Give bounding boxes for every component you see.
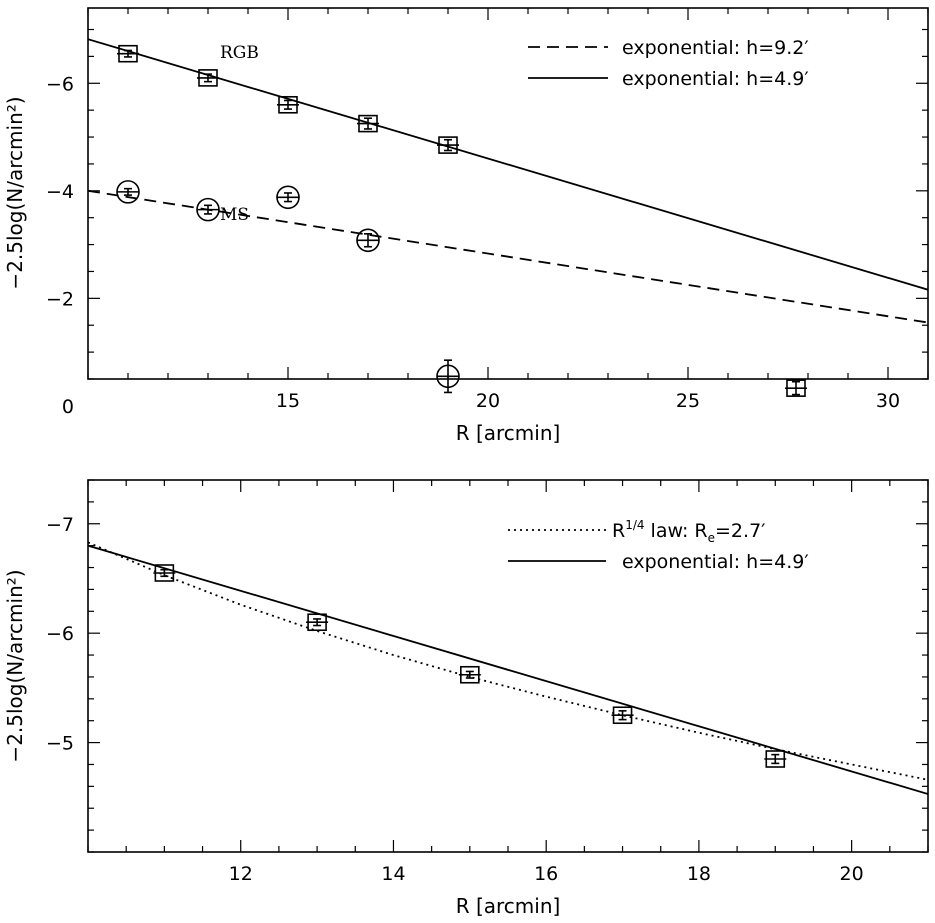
top-fit-lines xyxy=(88,38,928,324)
data-point-square xyxy=(437,136,459,154)
top-tick-labels: 15 20 25 30 −6 −4 −2 0 xyxy=(46,73,900,418)
x-tick-label: 30 xyxy=(876,390,900,412)
legend-r-superscript: 1/4 xyxy=(625,518,644,532)
legend-subscript-e: e xyxy=(708,531,715,545)
x-tick-label: 14 xyxy=(381,863,405,885)
data-point-circle xyxy=(276,185,300,210)
y-tick-label: −4 xyxy=(46,181,74,203)
x-tick-label: 20 xyxy=(476,390,500,412)
top-x-axis-label: R [arcmin] xyxy=(456,421,561,445)
top-legend: exponential: h=9.2′ exponential: h=4.9′ xyxy=(528,37,809,90)
data-point-square xyxy=(306,613,329,632)
top-ticks xyxy=(87,8,929,380)
bottom-data-points xyxy=(153,564,787,768)
data-point-square xyxy=(458,665,481,684)
data-point-square xyxy=(277,95,299,114)
data-point-circle xyxy=(436,359,460,394)
bottom-legend-label-dotted: R1/4 law: Re=2.7′ xyxy=(612,518,765,545)
data-point-square xyxy=(197,69,219,87)
bottom-fit-lines xyxy=(88,541,928,795)
x-tick-label: 15 xyxy=(276,390,300,412)
top-annotation-rgb: RGB xyxy=(220,43,259,63)
x-tick-label: 20 xyxy=(840,863,864,885)
top-plot-frame xyxy=(87,7,929,380)
bottom-x-axis-label: R [arcmin] xyxy=(456,894,561,918)
data-point-square xyxy=(153,564,176,582)
fit-line-solid xyxy=(88,38,928,291)
data-point-square xyxy=(785,379,807,397)
y-tick-label: 0 xyxy=(62,396,74,418)
bottom-legend-label-solid: exponential: h=4.9′ xyxy=(622,551,809,573)
y-tick-label: −6 xyxy=(46,73,74,95)
bottom-panel: 12 14 16 18 20 −7 −6 −5 R [arcmin] −2.5log(N/ar… xyxy=(3,479,929,918)
y-tick-label: −2 xyxy=(46,288,74,310)
data-point-circle xyxy=(356,228,380,253)
x-tick-label: 25 xyxy=(676,390,700,412)
data-point-square xyxy=(764,750,787,768)
data-point-circle xyxy=(116,180,140,204)
data-point-square xyxy=(117,44,139,63)
top-legend-label-solid: exponential: h=4.9′ xyxy=(622,68,809,90)
x-tick-label: 12 xyxy=(229,863,253,885)
fit-line-solid xyxy=(88,544,928,795)
fit-line-dotted xyxy=(88,541,928,781)
top-legend-label-dashed: exponential: h=9.2′ xyxy=(622,37,809,59)
legend-r: R xyxy=(612,520,625,542)
bottom-ticks xyxy=(87,479,929,853)
top-y-axis-label: −2.5log(N/arcmin²) xyxy=(3,96,27,289)
fit-line-dashed xyxy=(88,189,928,324)
top-data-points xyxy=(116,44,807,397)
bottom-y-axis-label: −2.5log(N/arcmin²) xyxy=(3,569,27,762)
legend-law: law: R xyxy=(645,520,708,542)
y-tick-label: −6 xyxy=(46,623,74,645)
x-tick-label: 16 xyxy=(534,863,558,885)
y-tick-label: −7 xyxy=(46,514,74,536)
data-point-square xyxy=(611,706,634,725)
bottom-plot-frame xyxy=(87,479,929,853)
legend-value: =2.7′ xyxy=(715,520,765,542)
top-panel: 15 20 25 30 −6 −4 −2 0 R [arcmin] −2.5log(N/arc… xyxy=(3,7,929,445)
data-point-circle xyxy=(196,197,220,222)
bottom-legend: R1/4 law: Re=2.7′ exponential: h=4.9′ xyxy=(508,518,809,573)
y-tick-label: −5 xyxy=(46,733,74,755)
x-tick-label: 18 xyxy=(687,863,711,885)
bottom-tick-labels: 12 14 16 18 20 −7 −6 −5 xyxy=(46,514,864,885)
data-point-square xyxy=(357,114,379,133)
top-annotation-ms: MS xyxy=(220,205,249,225)
